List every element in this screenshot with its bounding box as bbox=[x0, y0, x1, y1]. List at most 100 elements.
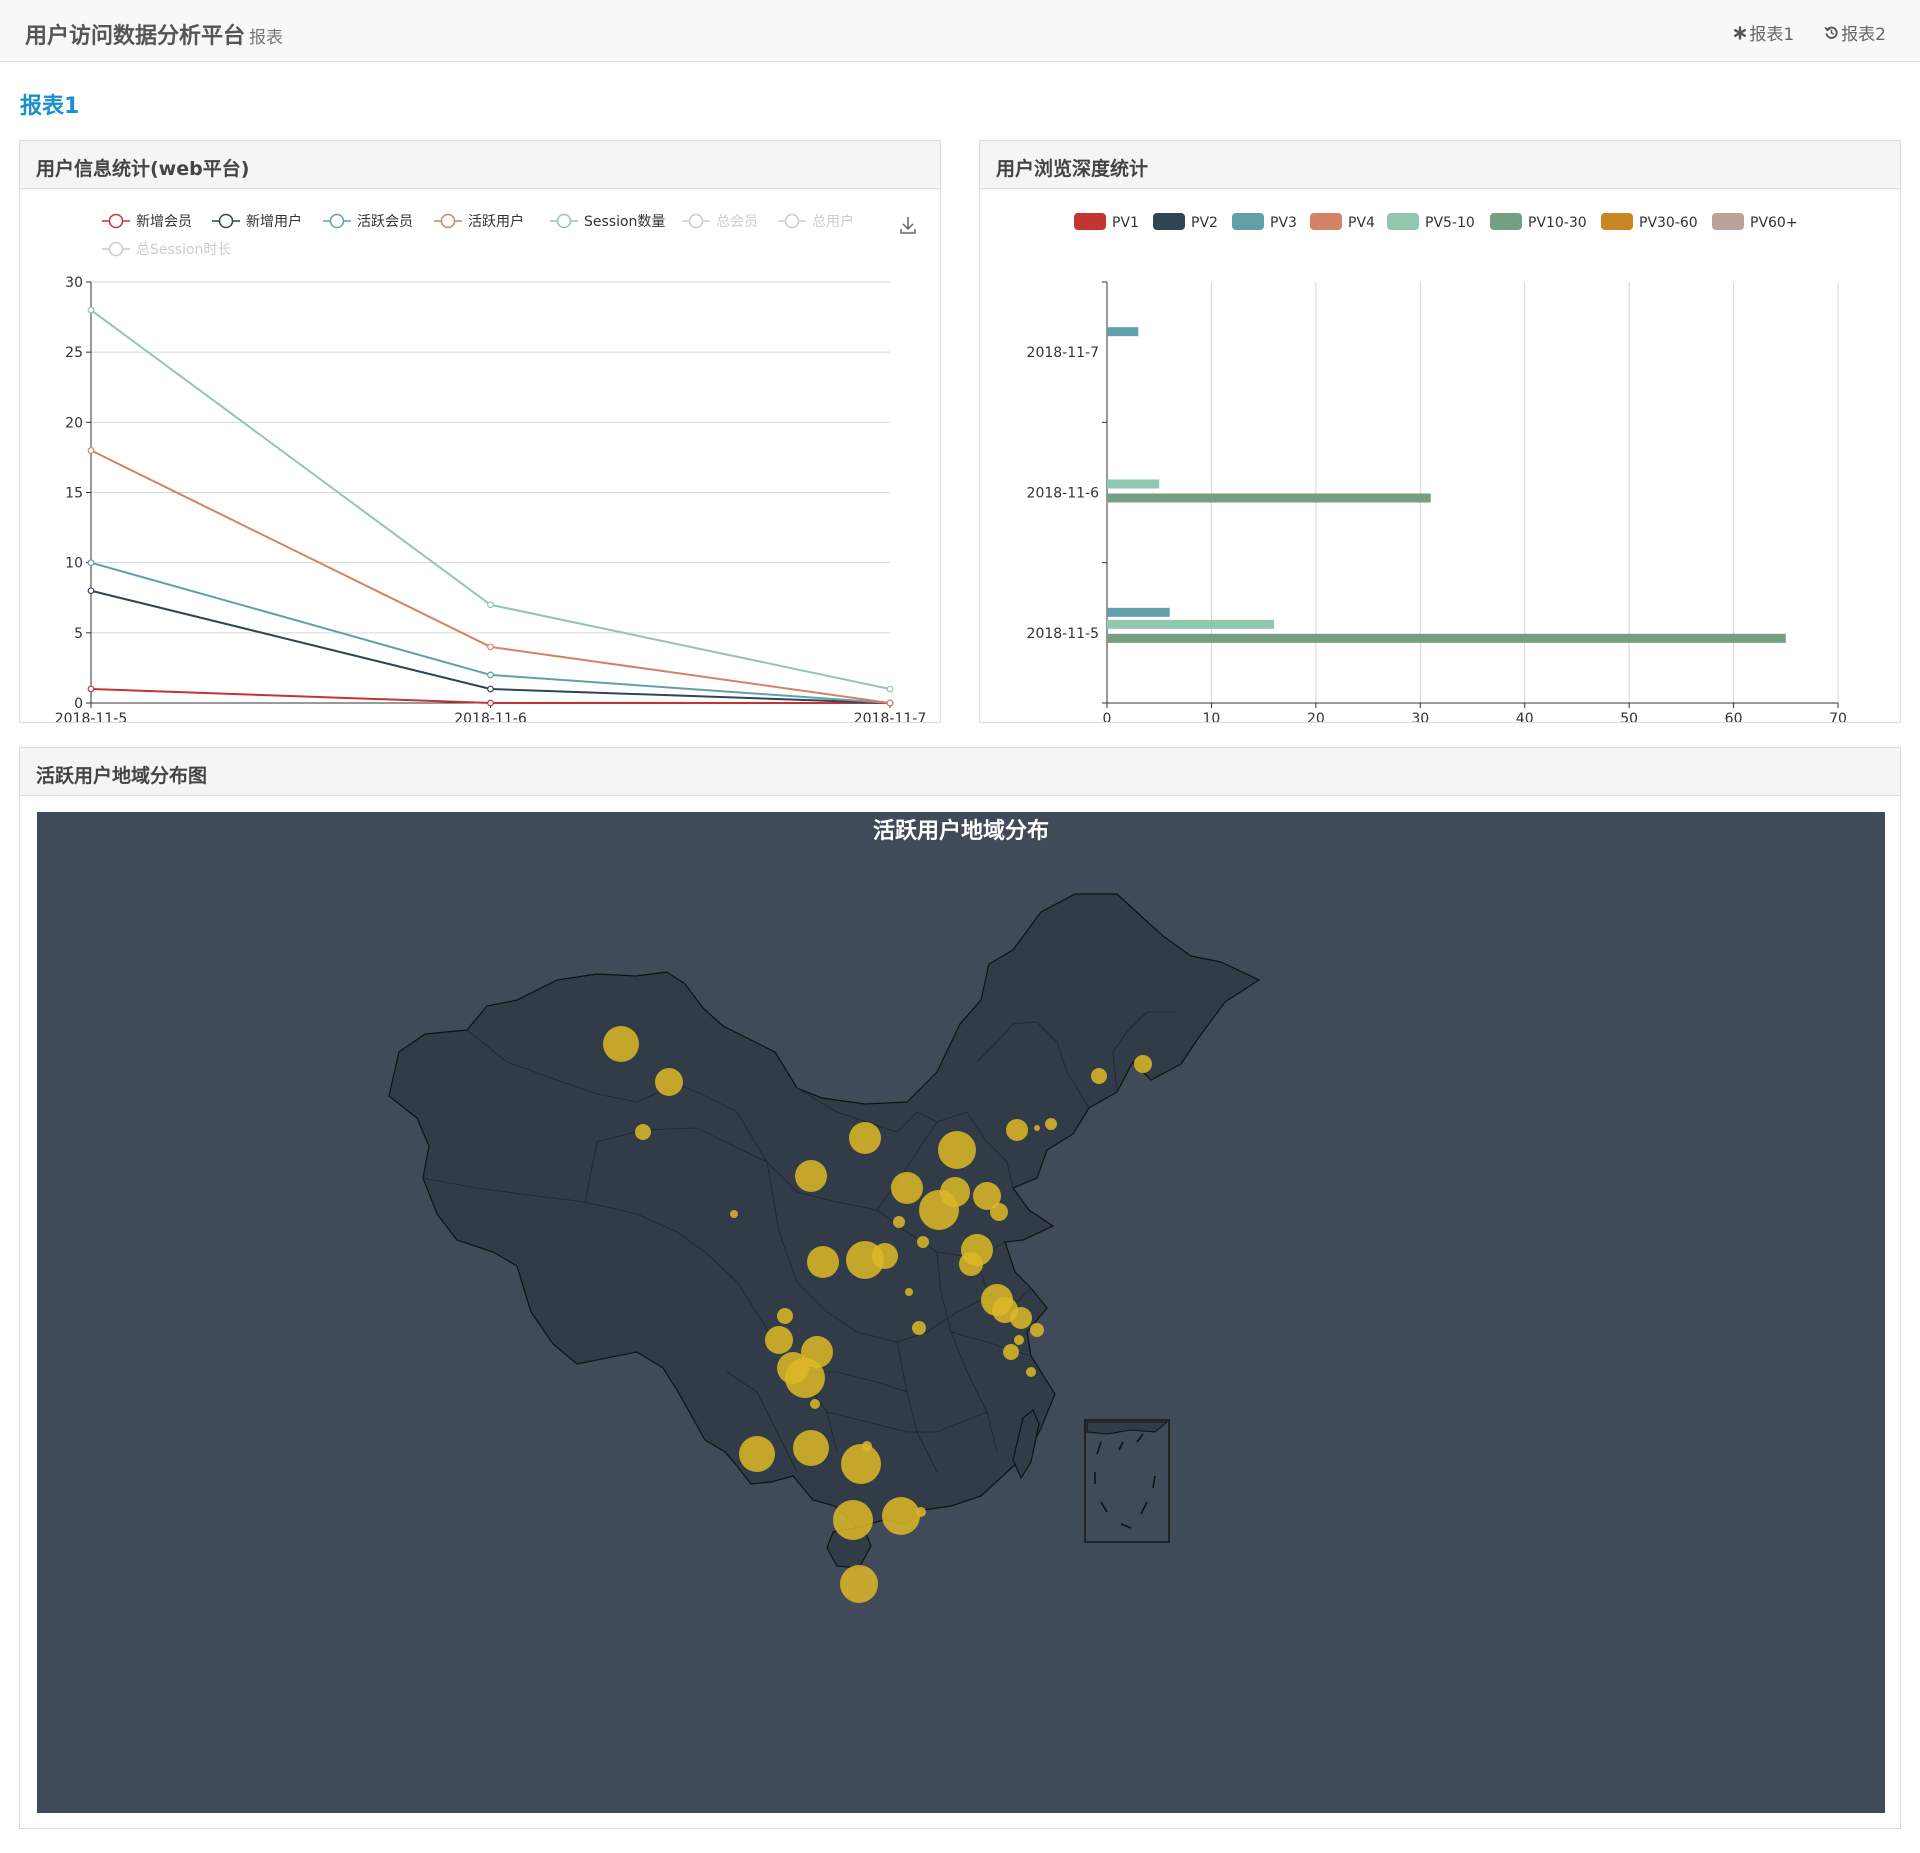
city-bubble[interactable] bbox=[882, 1497, 920, 1535]
legend-item[interactable]: PV3 bbox=[1232, 213, 1297, 231]
bar[interactable] bbox=[1107, 619, 1275, 629]
city-bubble[interactable] bbox=[1045, 1118, 1057, 1130]
bar[interactable] bbox=[1107, 607, 1170, 617]
city-bubble[interactable] bbox=[1134, 1055, 1152, 1073]
city-bubble[interactable] bbox=[1010, 1307, 1032, 1329]
user-stats-chart-area: 新增会员 新增用户 活跃会员 活跃用户 Session数量 总会员 总用户总Session时… bbox=[20, 189, 940, 727]
city-bubble[interactable] bbox=[1003, 1344, 1019, 1360]
legend-item[interactable]: 总会员 bbox=[682, 213, 758, 230]
bar[interactable] bbox=[1107, 493, 1431, 503]
legend-item[interactable]: 活跃用户 bbox=[434, 213, 524, 230]
series-line[interactable] bbox=[90, 309, 891, 690]
legend-item[interactable]: PV10-30 bbox=[1490, 213, 1587, 231]
city-bubble[interactable] bbox=[793, 1430, 829, 1466]
nav-report1-link[interactable]: 报表1 bbox=[1733, 20, 1794, 45]
city-bubble[interactable] bbox=[849, 1122, 881, 1154]
series-point[interactable] bbox=[87, 587, 95, 595]
x-tick-label: 2018-11-5 bbox=[55, 711, 127, 722]
series-point[interactable] bbox=[87, 559, 95, 567]
series-point[interactable] bbox=[487, 643, 494, 651]
china-landmass[interactable] bbox=[388, 893, 1261, 1569]
bar[interactable] bbox=[1107, 479, 1160, 489]
series-point[interactable] bbox=[87, 685, 95, 693]
series-point[interactable] bbox=[886, 699, 894, 707]
china-map[interactable]: 活跃用户地域分布 bbox=[37, 812, 1885, 1813]
legend-item[interactable]: 新增用户 bbox=[212, 213, 302, 230]
province-borders bbox=[422, 1011, 1177, 1473]
nav-report2-label: 报表2 bbox=[1841, 25, 1886, 45]
city-bubble[interactable] bbox=[807, 1246, 839, 1278]
region-map[interactable]: 活跃用户地域分布 bbox=[37, 812, 1885, 1813]
city-bubble[interactable] bbox=[872, 1243, 898, 1269]
y-tick-label: 20 bbox=[65, 415, 83, 431]
map-bubbles[interactable] bbox=[603, 1026, 1152, 1603]
app-title[interactable]: 用户访问数据分析平台 报表 bbox=[25, 18, 283, 50]
download-icon[interactable] bbox=[900, 217, 916, 234]
city-bubble[interactable] bbox=[1006, 1119, 1028, 1141]
x-tick-label: 2018-11-7 bbox=[854, 711, 926, 722]
legend-item[interactable]: 活跃会员 bbox=[323, 213, 413, 230]
city-bubble[interactable] bbox=[1034, 1125, 1040, 1131]
bar[interactable] bbox=[1107, 633, 1786, 643]
city-bubble[interactable] bbox=[938, 1131, 976, 1169]
taiwan-island-shape[interactable] bbox=[1012, 1409, 1040, 1480]
city-bubble[interactable] bbox=[840, 1565, 878, 1603]
legend-item[interactable]: PV4 bbox=[1310, 213, 1375, 231]
legend-label: PV3 bbox=[1270, 215, 1297, 231]
city-bubble[interactable] bbox=[655, 1068, 683, 1096]
nav-report2-link[interactable]: 报表2 bbox=[1824, 20, 1886, 45]
y-tick-label: 2018-11-6 bbox=[1027, 486, 1100, 502]
series-line[interactable] bbox=[90, 449, 891, 704]
city-bubble[interactable] bbox=[905, 1288, 913, 1296]
city-bubble[interactable] bbox=[891, 1172, 923, 1204]
city-bubble[interactable] bbox=[777, 1308, 793, 1324]
bar[interactable] bbox=[1107, 327, 1139, 337]
city-bubble[interactable] bbox=[603, 1026, 639, 1062]
y-tick-label: 15 bbox=[65, 486, 83, 502]
city-bubble[interactable] bbox=[1030, 1323, 1044, 1337]
legend-item[interactable]: 总Session时长 bbox=[102, 241, 231, 258]
city-bubble[interactable] bbox=[912, 1321, 926, 1335]
x-tick-label: 2018-11-6 bbox=[454, 711, 527, 722]
legend-item[interactable]: 总用户 bbox=[778, 213, 854, 230]
download-icon-shape bbox=[900, 217, 916, 234]
city-bubble[interactable] bbox=[1026, 1367, 1036, 1377]
series-point[interactable] bbox=[886, 685, 894, 693]
legend-item[interactable]: PV5-10 bbox=[1387, 213, 1475, 231]
legend-item[interactable]: PV60+ bbox=[1712, 213, 1798, 231]
legend-item[interactable]: 新增会员 bbox=[102, 213, 192, 230]
city-bubble[interactable] bbox=[862, 1441, 872, 1451]
city-bubble[interactable] bbox=[795, 1160, 827, 1192]
city-bubble[interactable] bbox=[959, 1252, 983, 1276]
city-bubble[interactable] bbox=[785, 1358, 825, 1398]
city-bubble[interactable] bbox=[739, 1436, 775, 1472]
legend-item[interactable]: PV30-60 bbox=[1601, 213, 1698, 231]
city-bubble[interactable] bbox=[893, 1216, 905, 1228]
city-bubble[interactable] bbox=[917, 1236, 929, 1248]
city-bubble[interactable] bbox=[940, 1177, 970, 1207]
series-point[interactable] bbox=[487, 699, 494, 707]
city-bubble[interactable] bbox=[1091, 1068, 1107, 1084]
city-bubble[interactable] bbox=[635, 1124, 651, 1140]
city-bubble[interactable] bbox=[1014, 1335, 1024, 1345]
city-bubble[interactable] bbox=[833, 1500, 873, 1540]
y-tick-label: 10 bbox=[65, 556, 83, 572]
legend-label: PV1 bbox=[1112, 215, 1139, 231]
city-bubble[interactable] bbox=[990, 1203, 1008, 1221]
city-bubble[interactable] bbox=[730, 1210, 738, 1218]
china-mainland-shape[interactable] bbox=[388, 893, 1261, 1529]
city-bubble[interactable] bbox=[810, 1399, 820, 1409]
series-point[interactable] bbox=[487, 601, 494, 609]
series-point[interactable] bbox=[487, 685, 494, 693]
city-bubble[interactable] bbox=[841, 1444, 881, 1484]
city-bubble[interactable] bbox=[973, 1182, 1001, 1210]
city-bubble[interactable] bbox=[765, 1326, 793, 1354]
legend-item[interactable]: Session数量 bbox=[550, 213, 665, 230]
series-point[interactable] bbox=[87, 306, 95, 314]
legend-item[interactable]: PV2 bbox=[1153, 213, 1218, 231]
legend-item[interactable]: PV1 bbox=[1074, 213, 1139, 231]
series-point[interactable] bbox=[87, 447, 95, 454]
series-point[interactable] bbox=[487, 671, 494, 679]
legend-swatch bbox=[1387, 213, 1419, 230]
y-tick-label: 5 bbox=[74, 626, 83, 642]
